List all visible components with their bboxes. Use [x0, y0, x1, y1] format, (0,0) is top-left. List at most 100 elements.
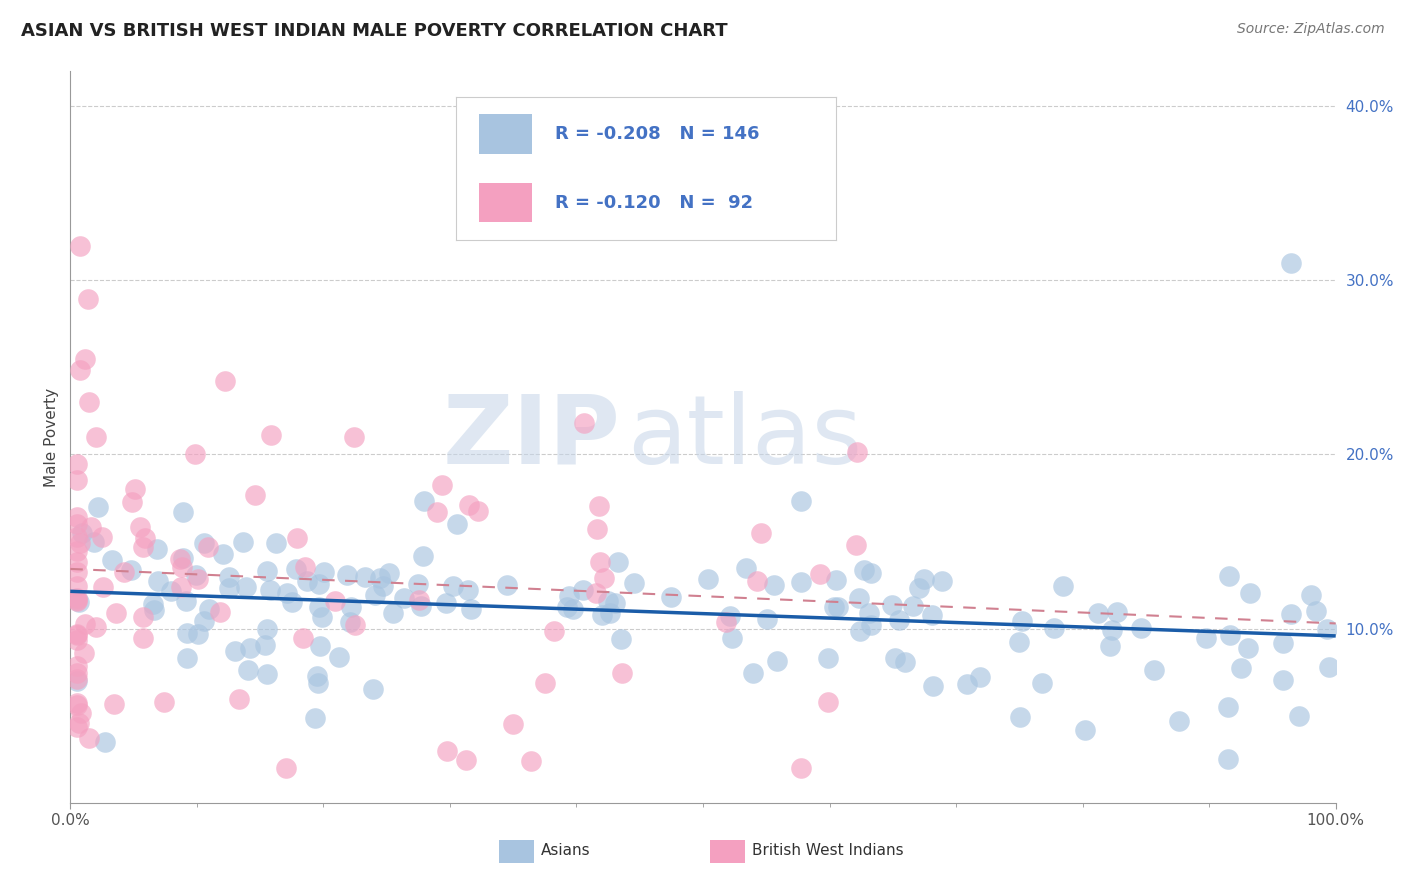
Point	[69, 536, 91, 550]
Point	[243, 488, 266, 502]
Point	[65, 566, 87, 580]
Point	[344, 618, 367, 632]
Point	[1008, 710, 1031, 724]
Point	[860, 566, 883, 581]
Point	[1272, 636, 1295, 650]
Point	[520, 754, 543, 768]
Point	[720, 631, 742, 645]
Point	[67, 716, 90, 731]
Point	[1279, 607, 1302, 621]
Point	[276, 586, 298, 600]
Point	[860, 618, 883, 632]
Point	[827, 599, 849, 614]
Point	[173, 505, 195, 519]
Point	[1008, 635, 1031, 649]
Point	[294, 560, 316, 574]
Point	[1239, 586, 1261, 600]
Point	[1143, 663, 1166, 677]
Point	[134, 531, 156, 545]
Point	[426, 504, 449, 518]
Point	[907, 581, 929, 595]
Point	[370, 571, 392, 585]
Point	[142, 597, 165, 611]
Y-axis label: Male Poverty: Male Poverty	[44, 387, 59, 487]
Point	[72, 646, 94, 660]
Point	[436, 744, 458, 758]
Point	[103, 697, 125, 711]
Point	[846, 445, 869, 459]
Point	[65, 674, 87, 689]
Point	[765, 654, 787, 668]
Point	[193, 615, 215, 629]
Point	[214, 375, 236, 389]
Point	[211, 547, 233, 561]
Point	[1052, 579, 1074, 593]
Point	[253, 638, 276, 652]
Point	[408, 576, 430, 591]
Point	[956, 677, 979, 691]
Point	[1216, 700, 1239, 714]
Point	[65, 628, 87, 642]
Point	[596, 593, 619, 607]
Point	[66, 627, 89, 641]
Point	[224, 644, 246, 658]
Point	[172, 551, 194, 566]
Point	[412, 549, 434, 563]
Point	[132, 541, 155, 555]
Point	[208, 605, 231, 619]
Point	[308, 576, 330, 591]
Point	[413, 494, 436, 508]
Point	[495, 578, 517, 592]
Point	[623, 576, 645, 591]
Point	[612, 666, 634, 681]
Point	[146, 574, 169, 588]
Point	[197, 540, 219, 554]
Point	[170, 560, 193, 574]
Text: Asians: Asians	[541, 844, 591, 858]
Point	[1281, 256, 1303, 270]
Point	[848, 591, 870, 606]
Point	[128, 520, 150, 534]
Point	[83, 535, 105, 549]
Point	[65, 579, 87, 593]
Point	[197, 601, 219, 615]
Point	[187, 627, 209, 641]
Point	[1271, 673, 1294, 688]
Text: atlas: atlas	[627, 391, 862, 483]
Point	[232, 535, 254, 549]
Point	[763, 578, 786, 592]
Point	[65, 530, 87, 544]
Point	[858, 606, 880, 620]
Point	[77, 731, 100, 746]
Point	[84, 430, 107, 444]
Text: British West Indians: British West Indians	[752, 844, 904, 858]
Point	[432, 478, 454, 492]
Point	[124, 482, 146, 496]
Point	[880, 598, 903, 612]
Point	[1074, 723, 1097, 737]
Point	[446, 517, 468, 532]
Point	[659, 590, 682, 604]
Point	[193, 536, 215, 550]
Point	[697, 572, 720, 586]
Point	[747, 574, 769, 588]
Point	[790, 493, 813, 508]
Point	[256, 622, 278, 636]
Point	[460, 602, 482, 616]
Point	[1194, 631, 1216, 645]
Point	[893, 655, 915, 669]
Point	[65, 473, 87, 487]
Point	[131, 631, 153, 645]
Point	[609, 632, 631, 646]
Point	[718, 609, 741, 624]
Point	[454, 753, 477, 767]
Point	[84, 620, 107, 634]
Point	[852, 563, 875, 577]
Point	[304, 711, 326, 725]
Point	[543, 624, 565, 639]
Point	[70, 525, 93, 540]
Point	[65, 720, 87, 734]
Point	[256, 565, 278, 579]
Point	[80, 520, 103, 534]
Point	[260, 427, 283, 442]
